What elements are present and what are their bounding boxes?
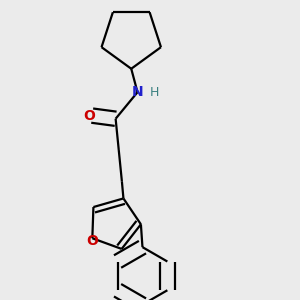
Text: N: N <box>132 85 143 99</box>
Text: O: O <box>83 109 95 123</box>
Text: O: O <box>86 234 98 248</box>
Text: H: H <box>150 86 159 99</box>
